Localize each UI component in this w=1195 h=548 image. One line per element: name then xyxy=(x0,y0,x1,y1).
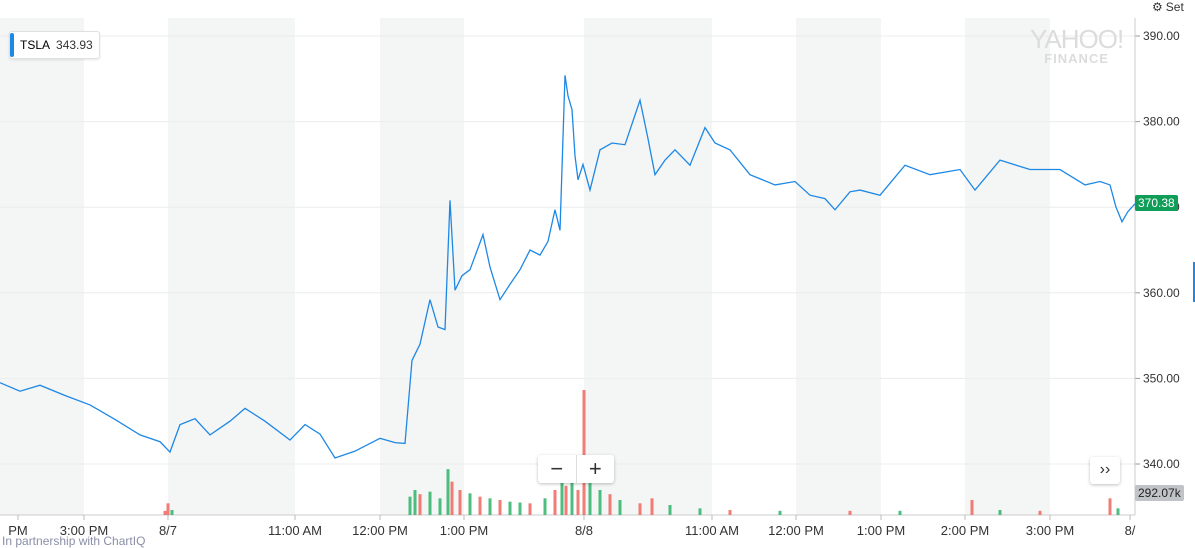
volume-bar xyxy=(583,390,586,515)
x-tick-label: 12:00 PM xyxy=(768,523,824,538)
volume-bar xyxy=(167,503,170,515)
zoom-out-button[interactable]: − xyxy=(538,455,576,483)
volume-bar xyxy=(164,511,167,515)
session-band xyxy=(0,18,84,515)
x-tick-label: 3:00 PM xyxy=(1026,523,1074,538)
volume-bar xyxy=(519,503,522,516)
y-tick-label: 340.00 xyxy=(1143,457,1180,471)
volume-bar xyxy=(1117,508,1120,515)
volume-bar xyxy=(414,490,417,515)
volume-bar xyxy=(409,497,412,515)
gear-icon: ⚙ xyxy=(1152,0,1163,14)
volume-bar xyxy=(729,510,732,515)
x-tick-label: 12:00 PM xyxy=(352,523,408,538)
scroll-to-latest-button[interactable]: ›› xyxy=(1090,457,1120,484)
volume-bar xyxy=(171,510,174,515)
volume-bar xyxy=(469,493,472,515)
volume-bar xyxy=(489,498,492,515)
volume-bar xyxy=(849,511,852,515)
zoom-controls: − + xyxy=(538,455,614,483)
y-tick-label: 390.00 xyxy=(1143,29,1180,43)
volume-bar xyxy=(899,511,902,515)
x-tick-label: 8/7 xyxy=(159,523,177,538)
volume-bar xyxy=(479,497,482,515)
session-band xyxy=(584,18,712,515)
volume-bar xyxy=(971,500,974,515)
yahoo-finance-logo: YAHOO!FINANCE xyxy=(1030,26,1123,65)
legend-value: 343.93 xyxy=(56,38,93,52)
session-band xyxy=(965,18,1050,515)
volume-bar xyxy=(544,498,547,515)
volume-bar xyxy=(651,498,654,515)
volume-bar xyxy=(599,490,602,515)
volume-bar xyxy=(451,482,454,515)
volume-bar xyxy=(565,486,568,515)
volume-bar xyxy=(699,508,702,515)
zoom-in-button[interactable]: + xyxy=(576,455,615,483)
volume-bar xyxy=(509,502,512,515)
volume-bar xyxy=(429,492,432,515)
volume-bar xyxy=(619,500,622,515)
legend-symbol: TSLA xyxy=(20,38,50,52)
volume-bar xyxy=(639,503,642,515)
x-tick-label: 8/8 xyxy=(575,523,593,538)
current-volume-tag: 292.07k xyxy=(1135,485,1184,501)
volume-bar xyxy=(419,494,422,515)
x-tick-label: 8/ xyxy=(1125,523,1136,538)
chart-legend[interactable]: TSLA 343.93 xyxy=(9,31,100,59)
volume-bar xyxy=(447,469,450,515)
y-tick-label: 360.00 xyxy=(1143,286,1180,300)
volume-bar xyxy=(577,490,580,515)
volume-bar xyxy=(589,482,592,515)
y-tick-label: 380.00 xyxy=(1143,115,1180,129)
session-band xyxy=(168,18,295,515)
session-band xyxy=(380,18,464,515)
volume-bar xyxy=(779,511,782,515)
current-price-tag: 370.38 xyxy=(1135,195,1178,211)
x-tick-label: 11:00 AM xyxy=(268,523,322,538)
x-tick-label: 11:00 AM xyxy=(685,523,739,538)
volume-bar xyxy=(1109,498,1112,515)
volume-bar xyxy=(609,494,612,515)
settings-label: Set xyxy=(1166,0,1184,14)
volume-bar xyxy=(529,503,532,515)
x-tick-label: 1:00 PM xyxy=(857,523,905,538)
session-band xyxy=(796,18,881,515)
y-tick-label: 350.00 xyxy=(1143,371,1180,385)
volume-bar xyxy=(499,500,502,515)
volume-bar xyxy=(439,498,442,515)
series-color-swatch xyxy=(10,33,14,57)
volume-bar xyxy=(669,505,672,515)
x-tick-label: 1:00 PM xyxy=(440,523,488,538)
volume-bar xyxy=(999,510,1002,515)
volume-bar xyxy=(554,490,557,515)
x-tick-label: 2:00 PM xyxy=(941,523,989,538)
volume-bar xyxy=(459,490,462,515)
volume-bar xyxy=(1039,511,1042,515)
settings-button[interactable]: ⚙ Set xyxy=(1152,0,1184,14)
